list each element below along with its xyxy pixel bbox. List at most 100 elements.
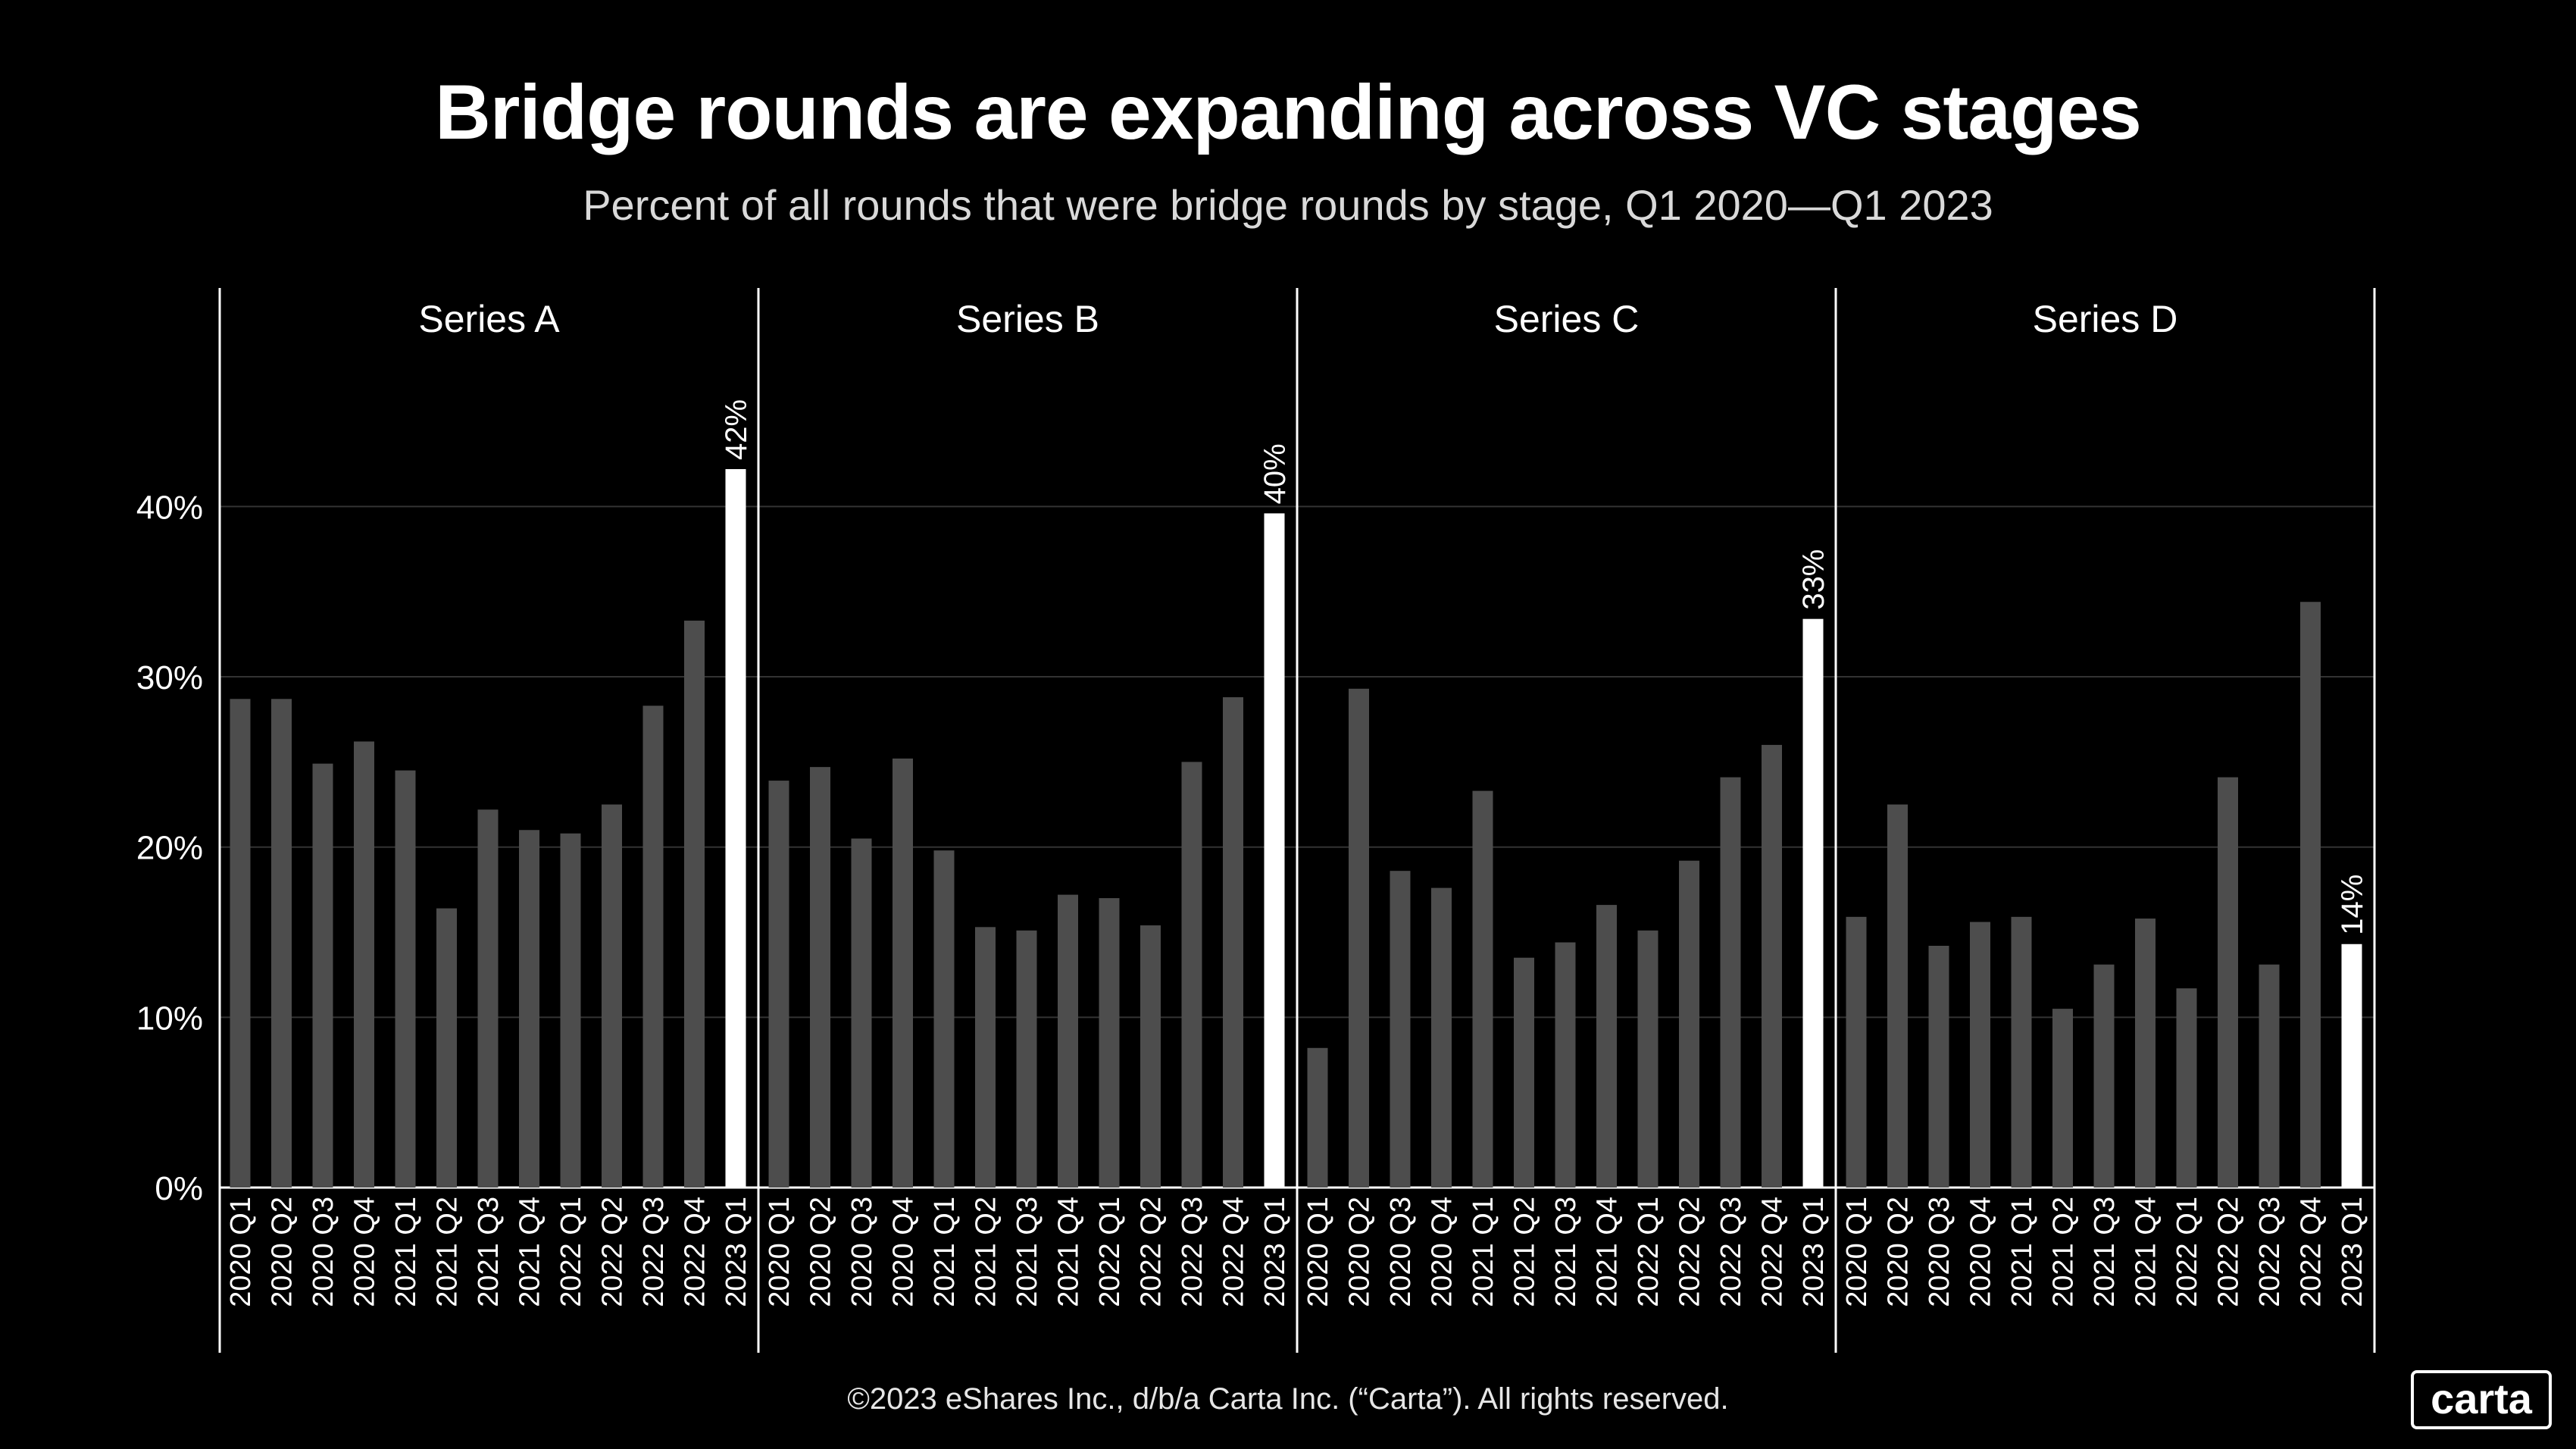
bar (1970, 922, 1990, 1188)
x-tick-label: 2020 Q1 (1841, 1197, 1873, 1307)
bar (1016, 930, 1037, 1188)
x-tick-label: 2023 Q1 (1259, 1197, 1291, 1307)
bar (312, 763, 333, 1188)
bar (602, 804, 622, 1188)
x-tick-label: 2020 Q3 (1385, 1197, 1417, 1307)
bar (810, 767, 830, 1188)
data-label: 40% (1258, 443, 1292, 504)
bar (2176, 988, 2197, 1188)
bar (2300, 602, 2321, 1188)
panels (218, 288, 2376, 1353)
x-tick-label: 2021 Q1 (390, 1197, 422, 1307)
x-tick-label: 2022 Q3 (2254, 1197, 2286, 1307)
bar (933, 850, 955, 1188)
bar (519, 830, 539, 1188)
y-tick-label: 40% (136, 489, 203, 526)
bar (975, 927, 996, 1188)
copyright-footer: ©2023 eShares Inc., d/b/a Carta Inc. (“C… (847, 1382, 1729, 1416)
data-label: 42% (720, 399, 753, 460)
bar (1720, 777, 1741, 1188)
data-label: 14% (2336, 875, 2369, 935)
bar (725, 468, 746, 1188)
bar (477, 809, 499, 1188)
x-tick-label: 2021 Q3 (473, 1197, 505, 1307)
bar (2093, 964, 2115, 1188)
x-tick-label: 2022 Q4 (1218, 1197, 1250, 1307)
x-tick-label: 2020 Q2 (805, 1197, 837, 1307)
x-tick-label: 2021 Q2 (432, 1197, 464, 1307)
bar (893, 758, 913, 1188)
bar (1390, 871, 1411, 1188)
bar (2011, 916, 2032, 1188)
x-tick-label: 2023 Q1 (2337, 1197, 2368, 1307)
bar (2052, 1009, 2073, 1188)
x-tick-label: 2022 Q2 (2213, 1197, 2245, 1307)
bar (271, 699, 292, 1188)
bar (2135, 919, 2156, 1188)
bar (1058, 894, 1078, 1188)
x-tick-label: 2021 Q4 (1053, 1197, 1085, 1307)
bar (642, 706, 664, 1188)
bars (230, 468, 2362, 1188)
x-tick-label: 2022 Q1 (2171, 1197, 2203, 1307)
bar (1887, 804, 1908, 1188)
bar (1349, 688, 1369, 1188)
bar (395, 770, 416, 1188)
x-tick-label: 2023 Q1 (721, 1197, 752, 1307)
x-tick-label: 2022 Q1 (1633, 1197, 1665, 1307)
bar (1307, 1047, 1328, 1188)
x-tick-label: 2022 Q4 (1757, 1197, 1789, 1307)
carta-logo: carta (2411, 1370, 2552, 1429)
bar (560, 833, 581, 1188)
bar (1802, 618, 1824, 1188)
bar (1181, 762, 1202, 1188)
x-tick-label: 2020 Q2 (1344, 1197, 1376, 1307)
x-tick-label: 2020 Q1 (225, 1197, 257, 1307)
bar (1514, 957, 1534, 1188)
x-tick-label: 2022 Q3 (638, 1197, 670, 1307)
bar (684, 620, 705, 1188)
x-tick-label: 2021 Q3 (1550, 1197, 1582, 1307)
x-tick-label: 2020 Q4 (1427, 1197, 1458, 1307)
x-tick-label: 2022 Q1 (1094, 1197, 1126, 1307)
panel-label: Series D (2033, 298, 2178, 340)
x-tick-label: 2021 Q3 (1011, 1197, 1043, 1307)
bar (1762, 744, 1782, 1188)
bar (851, 838, 872, 1188)
x-tick-label: 2020 Q3 (846, 1197, 878, 1307)
bar (1846, 916, 1867, 1188)
x-tick-label: 2023 Q1 (1798, 1197, 1830, 1307)
x-tick-label: 2020 Q2 (1883, 1197, 1915, 1307)
y-tick-label: 0% (155, 1170, 203, 1207)
bar (1431, 887, 1452, 1188)
bar (2218, 777, 2238, 1188)
x-tick-label: 2020 Q4 (349, 1197, 381, 1307)
x-tick-label: 2021 Q1 (1468, 1197, 1499, 1307)
x-tick-label: 2022 Q4 (680, 1197, 711, 1307)
bar (1596, 905, 1617, 1188)
x-tick-label: 2021 Q4 (514, 1197, 546, 1307)
bar (436, 908, 457, 1188)
x-tick-label: 2022 Q1 (555, 1197, 587, 1307)
x-tick-label: 2022 Q2 (1136, 1197, 1168, 1307)
y-tick-label: 30% (136, 659, 203, 696)
x-tick-label: 2020 Q1 (764, 1197, 796, 1307)
bar (1140, 925, 1161, 1188)
bar (1223, 697, 1243, 1188)
x-tick-label: 2020 Q2 (267, 1197, 299, 1307)
chart-subtitle: Percent of all rounds that were bridge r… (583, 181, 1993, 229)
x-tick-label: 2020 Q1 (1302, 1197, 1334, 1307)
x-tick-label: 2021 Q4 (1592, 1197, 1624, 1307)
x-tick-label: 2021 Q1 (929, 1197, 961, 1307)
bar (2259, 964, 2280, 1188)
x-tick-label: 2021 Q2 (2048, 1197, 2080, 1307)
labels: 0% 10% 20% 30% 40% Series A 2020 Q1 2020 Q2 2020… (136, 298, 2369, 1307)
chart-title: Bridge rounds are expanding across VC st… (435, 69, 2142, 155)
x-tick-label: 2022 Q4 (2296, 1197, 2327, 1307)
x-tick-label: 2021 Q2 (1509, 1197, 1541, 1307)
x-tick-label: 2020 Q4 (888, 1197, 920, 1307)
x-tick-label: 2022 Q2 (597, 1197, 629, 1307)
x-tick-label: 2021 Q1 (2006, 1197, 2038, 1307)
panel-label: Series A (418, 298, 560, 340)
